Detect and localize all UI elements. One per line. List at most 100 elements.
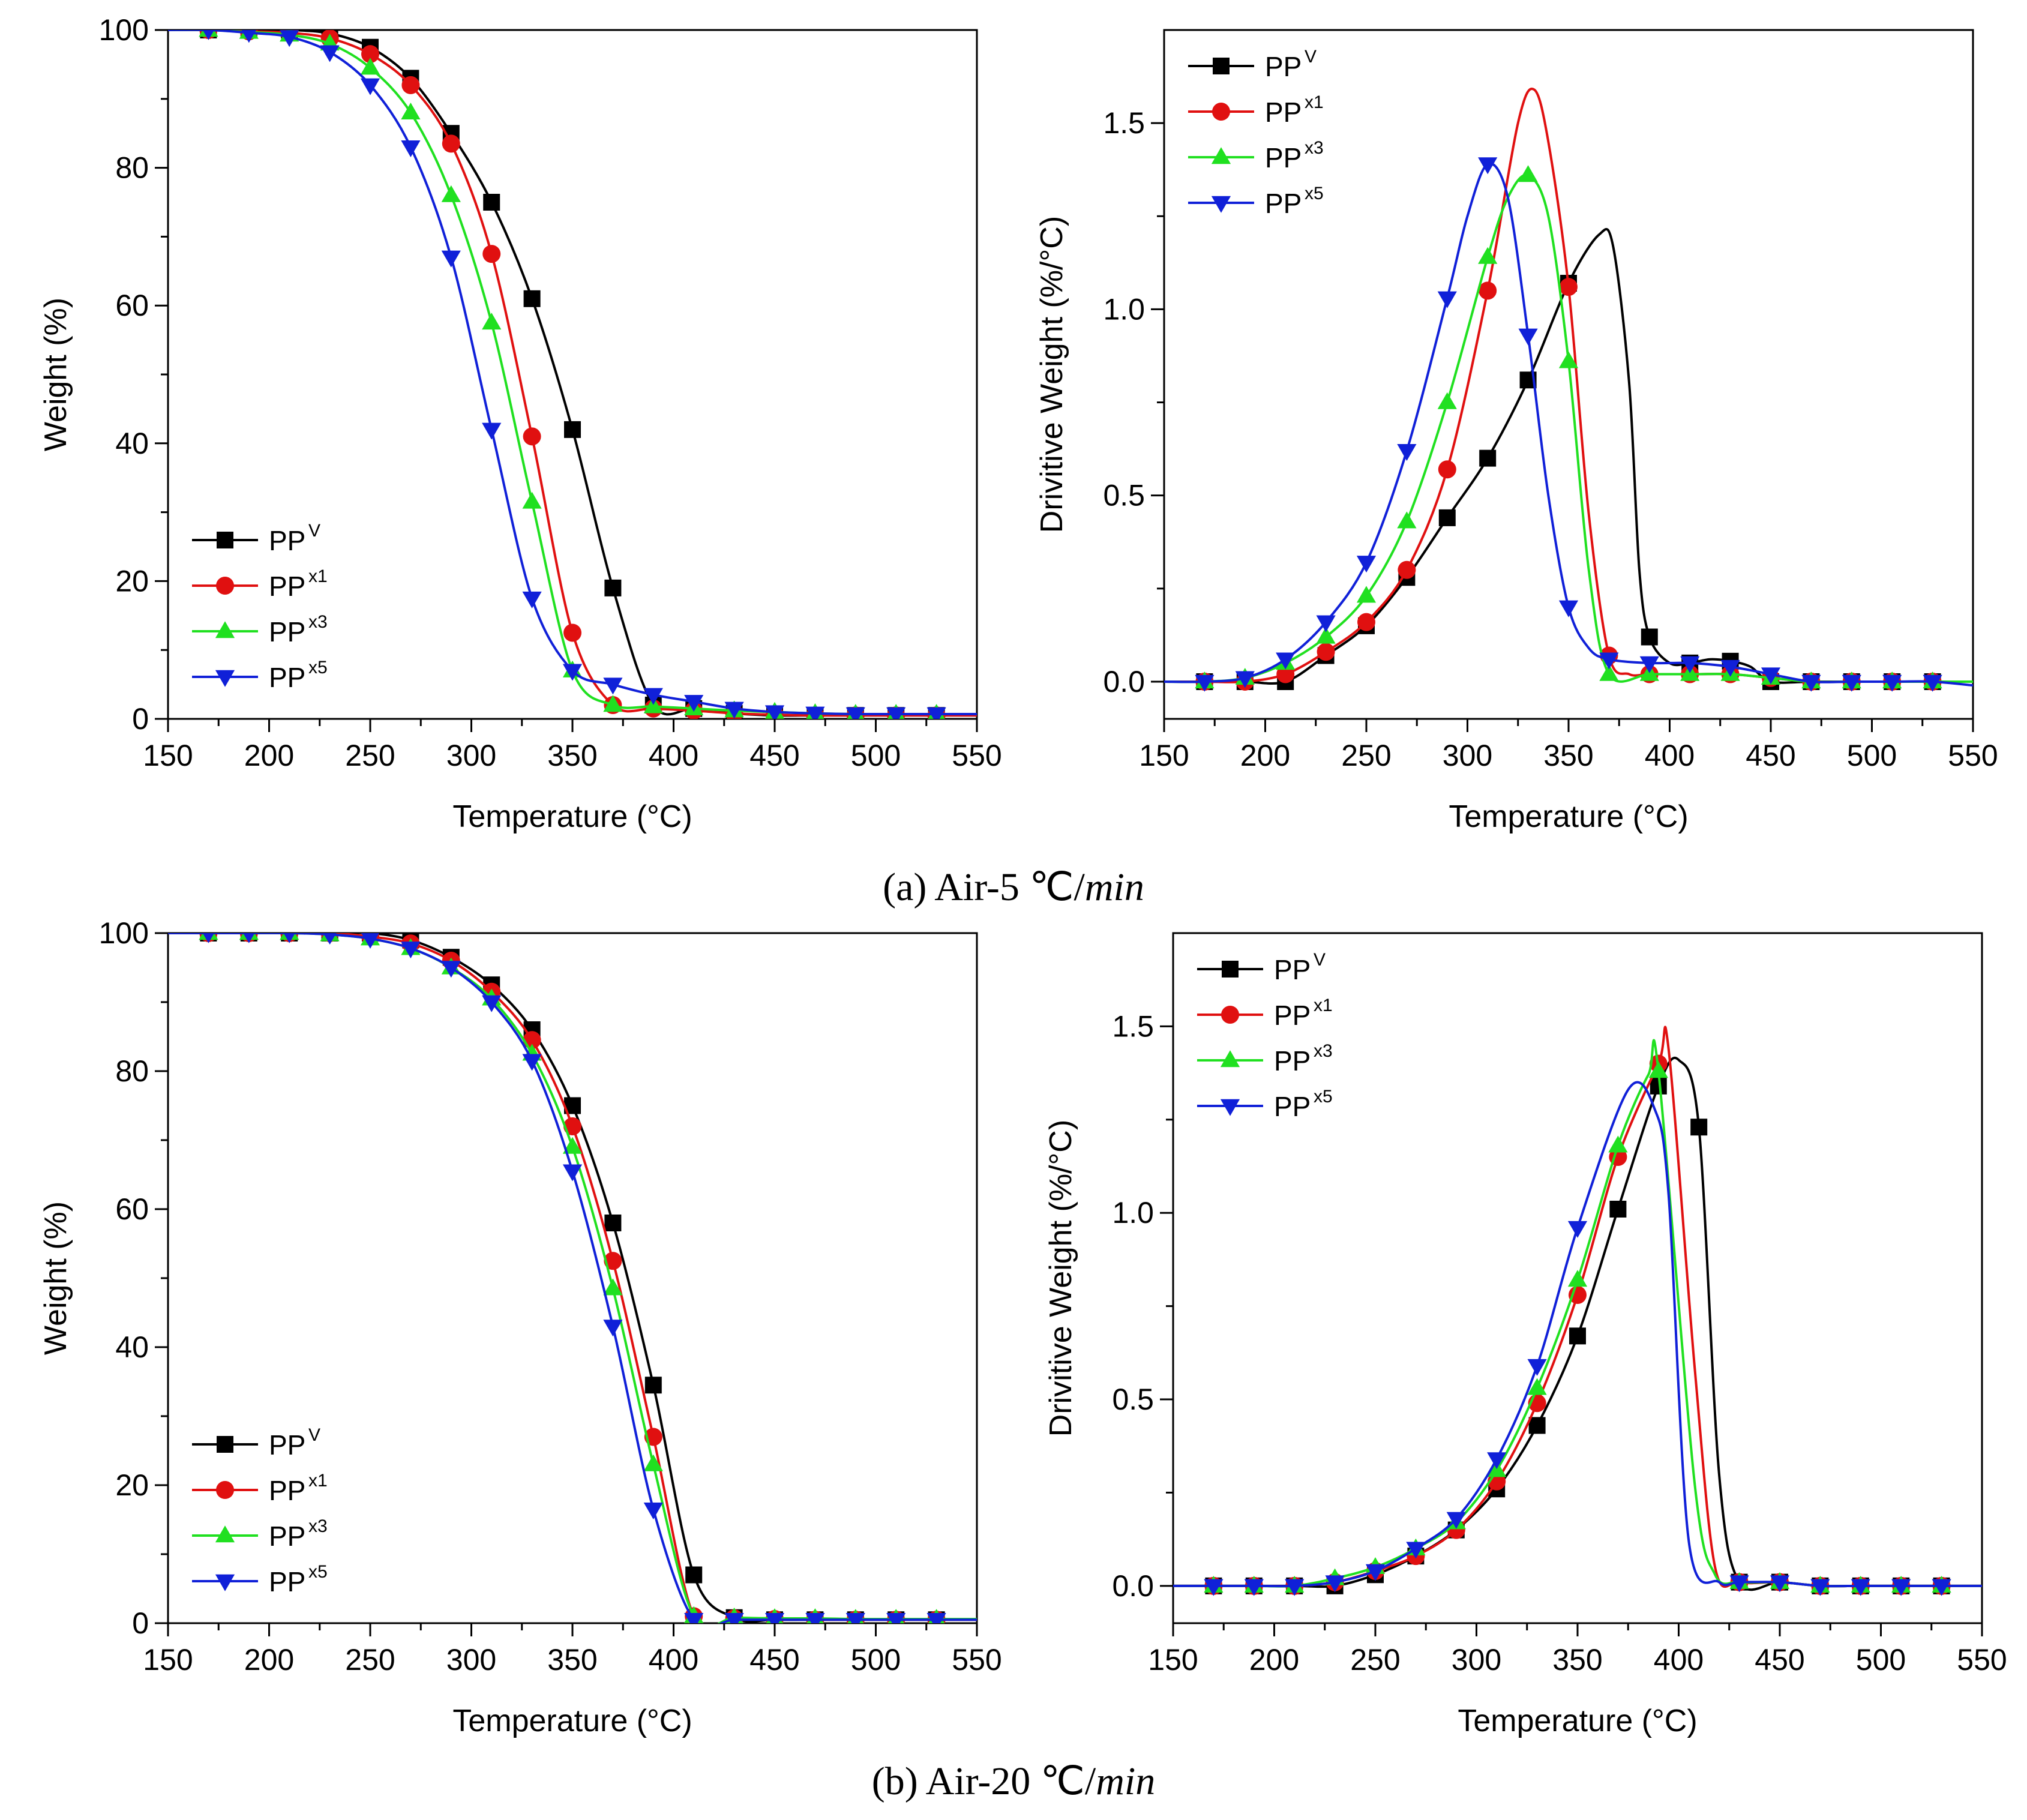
data-point-PPx1: [523, 427, 541, 446]
data-point-PPx3: [1558, 351, 1579, 368]
series-PPx5: [168, 30, 977, 719]
data-point-PPV: [1528, 1417, 1546, 1434]
x-tick-label: 500: [851, 739, 901, 772]
legend-label-sup: V: [1305, 47, 1317, 67]
data-point-PPx3: [643, 1454, 663, 1471]
data-point-PPV: [1641, 628, 1658, 646]
data-point-PPx5: [1810, 1579, 1830, 1596]
x-tick-label: 250: [345, 1643, 395, 1677]
chart-a-weight: 150 200 250 300 350 400 450 500 550 0 20 40 60 80 100 T…: [38, 13, 1002, 834]
data-point-PPV: [604, 1215, 622, 1231]
data-point-PPV: [644, 1377, 662, 1394]
data-point-PPx5: [603, 677, 623, 695]
x-axis-label: Temperature (°C): [1449, 799, 1688, 834]
x-tick-label: 400: [649, 1643, 698, 1677]
x-tick-label: 150: [1139, 739, 1189, 772]
data-point-PPx3: [1397, 511, 1417, 529]
legend-item-PPx5: PP x5: [192, 1562, 328, 1597]
series-PPx5: [168, 933, 977, 1623]
data-point-PPx5: [1285, 1579, 1305, 1596]
data-point-PPV: [1650, 1077, 1667, 1095]
data-point-PPx5: [360, 78, 380, 95]
data-point-PPx5: [1487, 1452, 1507, 1470]
legend-label: PP: [1274, 954, 1311, 985]
x-tick-label: 200: [244, 739, 294, 772]
series-line-PPx3: [1173, 1039, 1982, 1588]
legend-item-PPx1: PP x1: [1188, 92, 1324, 128]
data-point-PPV: [523, 290, 541, 307]
y-tick-label: 1.5: [1112, 1009, 1154, 1043]
data-point-PPx1: [401, 76, 420, 94]
legend-marker: [215, 1525, 235, 1543]
data-point-PPx5: [323, 933, 337, 945]
x-axis-label: Temperature (°C): [452, 1704, 692, 1738]
data-point-PPx5: [1923, 674, 1942, 692]
legend-item-PPx3: PP x3: [192, 612, 328, 647]
y-axis-label: Weight (%): [38, 298, 73, 451]
data-point-PPx5: [1518, 328, 1538, 346]
data-point-PPV: [1479, 449, 1497, 467]
data-point-PPx5: [1639, 656, 1659, 673]
data-point-PPx5: [603, 1320, 623, 1337]
data-point-PPV: [604, 579, 622, 596]
legend-label-sup: x5: [1305, 184, 1324, 203]
legend-item-PPx1: PP x1: [1197, 996, 1333, 1031]
data-point-PPx5: [241, 30, 257, 43]
x-tick-label: 300: [446, 1643, 496, 1677]
plot-frame: [167, 29, 978, 720]
data-point-PPx1: [1479, 281, 1497, 300]
caption-a: (a) Air-5 ℃/min: [883, 865, 1144, 909]
data-point-PPx5: [1204, 1579, 1224, 1596]
data-point-PPx5: [805, 706, 825, 719]
legend-label-sup: x5: [308, 658, 328, 677]
x-tick-label: 500: [1856, 1643, 1906, 1677]
series-line-PPx1: [168, 30, 977, 717]
legend-label: PP: [269, 1521, 305, 1552]
data-point-PPx5: [1527, 1359, 1547, 1376]
x-tick-label: 400: [1645, 739, 1695, 772]
legend-item-PPx3: PP x3: [192, 1516, 328, 1552]
series-PPx5: [1164, 157, 1973, 692]
data-point-PPx5: [886, 707, 906, 719]
data-point-PPx5: [1882, 674, 1902, 692]
data-point-PPx5: [643, 688, 663, 705]
series-PPV: [1173, 1056, 1982, 1594]
x-tick-label: 150: [143, 739, 193, 772]
data-point-PPx5: [684, 695, 704, 712]
data-point-PPx1: [1357, 613, 1375, 631]
legend-marker: [1213, 58, 1230, 74]
data-point-PPx5: [401, 140, 421, 157]
data-point-PPx1: [1398, 560, 1416, 579]
data-point-PPx3: [562, 1137, 583, 1154]
data-point-PPx3: [1356, 586, 1377, 603]
x-tick-label: 300: [1452, 1643, 1501, 1677]
data-point-PPV: [1609, 1201, 1627, 1218]
legend-label: PP: [1265, 142, 1302, 173]
legend-marker: [215, 670, 235, 687]
y-tick-label: 1.0: [1103, 292, 1145, 326]
legend-item-PPx1: PP x1: [192, 566, 328, 602]
y-tick-label: 0.5: [1112, 1383, 1154, 1416]
x-tick-label: 550: [1948, 739, 1998, 772]
y-tick-label: 0: [132, 1606, 149, 1640]
data-point-PPx5: [1325, 1575, 1345, 1593]
y-axis-label: Drivitive Weight (%/°C): [1044, 1120, 1078, 1437]
legend-label: PP: [269, 525, 305, 556]
legend-label-sup: x3: [308, 1516, 328, 1536]
data-point-PPV: [1438, 509, 1456, 526]
data-point-PPx5: [724, 701, 744, 719]
legend-label: PP: [1265, 51, 1302, 82]
y-axis-label: Drivitive Weight (%/°C): [1035, 216, 1069, 533]
data-point-PPx5: [886, 1613, 906, 1623]
data-point-PPx5: [482, 422, 502, 440]
data-point-PPx5: [562, 664, 583, 681]
data-point-PPx1: [563, 623, 581, 642]
data-point-PPx5: [1599, 652, 1619, 670]
data-point-PPx5: [1316, 615, 1336, 632]
x-axis-label: Temperature (°C): [1458, 1704, 1697, 1738]
data-point-PPV: [564, 1097, 581, 1114]
data-point-PPx1: [361, 45, 379, 64]
data-point-PPx5: [1720, 659, 1740, 677]
